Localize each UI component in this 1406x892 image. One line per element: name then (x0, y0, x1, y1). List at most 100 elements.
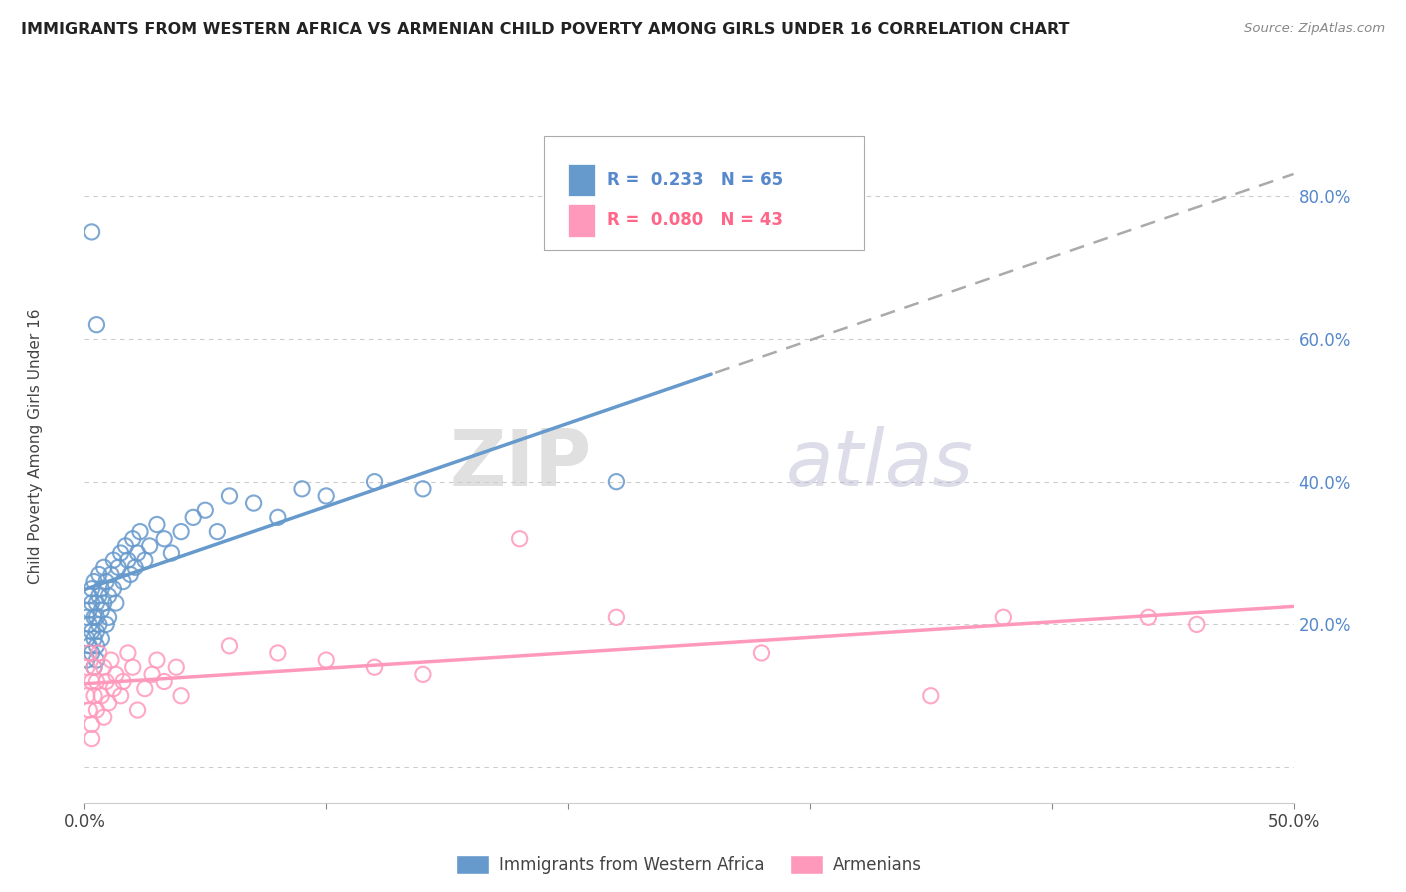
Point (86, 703, 108, 717)
Point (77, 703, 100, 717)
FancyBboxPatch shape (544, 136, 865, 251)
Point (170, 689, 193, 703)
Point (605, 610, 627, 624)
Text: Child Poverty Among Girls Under 16: Child Poverty Among Girls Under 16 (28, 309, 42, 583)
Point (93, 660, 115, 674)
Point (114, 539, 136, 553)
Point (267, 510, 290, 524)
Point (141, 667, 163, 681)
Legend: Immigrants from Western Africa, Armenians: Immigrants from Western Africa, Armenian… (447, 847, 931, 882)
Point (77, 646, 100, 660)
Point (83, 610, 105, 624)
Point (80, 646, 103, 660)
Point (107, 560, 129, 574)
Point (110, 546, 132, 560)
Point (207, 524, 229, 539)
Point (90, 632, 112, 646)
Point (121, 532, 143, 546)
Point (80, 731, 103, 746)
Point (83, 632, 105, 646)
Text: R =  0.080   N = 43: R = 0.080 N = 43 (607, 211, 783, 229)
Point (80, 717, 103, 731)
Point (117, 646, 139, 660)
Point (121, 660, 143, 674)
Point (87, 567, 110, 582)
Point (83, 689, 105, 703)
Point (87, 617, 110, 632)
Text: atlas: atlas (786, 425, 973, 502)
Point (112, 674, 135, 689)
Point (80, 596, 103, 610)
Point (146, 653, 169, 667)
Point (134, 553, 156, 567)
Point (194, 503, 217, 517)
Point (412, 482, 434, 496)
Point (97, 589, 120, 603)
Text: ZIP: ZIP (450, 425, 592, 502)
Point (181, 510, 204, 524)
Point (124, 560, 146, 574)
Text: IMMIGRANTS FROM WESTERN AFRICA VS ARMENIAN CHILD POVERTY AMONG GIRLS UNDER 16 CO: IMMIGRANTS FROM WESTERN AFRICA VS ARMENI… (21, 22, 1070, 37)
Point (165, 660, 187, 674)
Point (93, 710, 115, 724)
Point (509, 532, 531, 546)
Point (77, 617, 100, 632)
Point (80, 674, 103, 689)
Point (117, 553, 139, 567)
Point (129, 524, 152, 539)
Point (97, 696, 120, 710)
Point (76, 653, 98, 667)
Point (93, 596, 115, 610)
FancyBboxPatch shape (568, 204, 595, 236)
Point (153, 674, 176, 689)
Point (1185, 617, 1208, 632)
Point (86, 653, 108, 667)
Point (86, 624, 108, 639)
Text: R =  0.233   N = 65: R = 0.233 N = 65 (607, 170, 783, 189)
FancyBboxPatch shape (568, 163, 595, 196)
Point (218, 489, 240, 503)
Point (83, 660, 105, 674)
Point (90, 603, 112, 617)
Point (112, 574, 135, 589)
Point (605, 475, 627, 489)
Point (103, 553, 125, 567)
Point (83, 660, 105, 674)
Point (97, 610, 120, 624)
Point (315, 489, 337, 503)
Point (218, 639, 240, 653)
Point (146, 517, 169, 532)
Point (76, 632, 98, 646)
Point (86, 596, 108, 610)
Point (134, 681, 156, 696)
Point (267, 646, 290, 660)
Point (83, 574, 105, 589)
Point (100, 567, 122, 582)
Point (93, 560, 115, 574)
Point (76, 689, 98, 703)
Point (87, 589, 110, 603)
Point (80, 582, 103, 596)
Point (127, 546, 149, 560)
Point (110, 689, 132, 703)
Point (242, 496, 264, 510)
Point (100, 653, 122, 667)
Point (80, 225, 103, 239)
Point (90, 689, 112, 703)
Point (751, 646, 773, 660)
Point (86, 639, 108, 653)
Point (993, 610, 1015, 624)
Point (94, 674, 117, 689)
Point (363, 660, 385, 674)
Point (104, 667, 127, 681)
Point (153, 532, 176, 546)
Point (103, 582, 125, 596)
Point (86, 610, 108, 624)
Text: Source: ZipAtlas.com: Source: ZipAtlas.com (1244, 22, 1385, 36)
Point (120, 567, 142, 582)
Point (86, 318, 108, 332)
Point (170, 524, 193, 539)
Point (363, 475, 385, 489)
Point (77, 589, 100, 603)
Point (127, 703, 149, 717)
